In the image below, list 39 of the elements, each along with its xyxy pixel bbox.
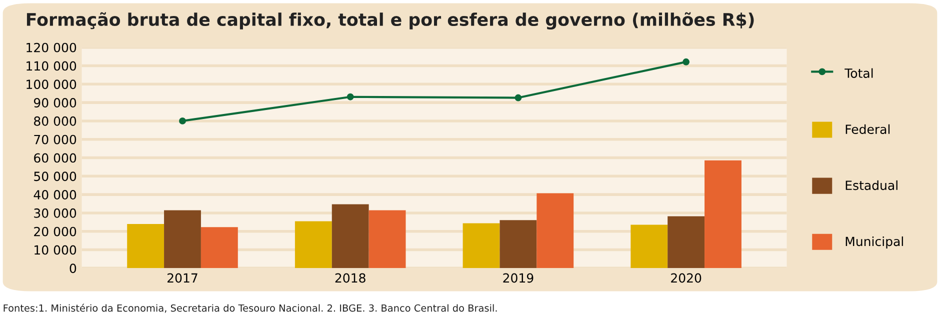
y-tick-label: 50 000 [34,172,76,182]
y-tick-label: 60 000 [34,153,76,163]
legend-label: Estadual [846,180,898,190]
bar [127,224,164,268]
x-tick-label: 2018 [335,273,366,283]
legend-label: Total [844,68,873,78]
y-tick-label: 30 000 [34,208,76,218]
x-tick-label: 2020 [671,273,702,283]
y-tick-label: 10 000 [34,245,76,255]
point [514,94,522,102]
bar [200,227,238,268]
bar [704,160,742,268]
point [179,117,186,124]
legend-label: Municipal [846,236,903,249]
bar [368,210,406,268]
y-tick-label: 70 000 [34,134,76,144]
bar [294,221,332,268]
point [346,93,354,100]
point [682,58,690,66]
x-tick-label: 2017 [168,273,198,283]
x-tick-label: 2019 [503,273,534,283]
text: Fontes:1. Ministério da Economia, Secretaria do Tesouro Nacional. 2. IBGE. 3. Banco Central do Brasil. [4,304,497,313]
y-tick-label: 20 000 [34,226,76,236]
bar [332,204,369,268]
legend-label: Federal [846,124,890,134]
y-tick-label: 110 000 [26,61,76,71]
y-tick-label: 80 000 [34,116,76,126]
y-tick-label: 100 000 [26,80,76,90]
bar [630,224,668,268]
y-tick-label: 40 000 [34,190,76,200]
chart-title: Formação bruta de capital fixo, total e por esfera de governo (milhões R$) [26,12,754,30]
y-tick-label: 90 000 [34,98,76,108]
bar [536,193,574,268]
y-tick-label: 0 [70,264,76,274]
y-tick-label: 120 000 [26,42,76,52]
bar [500,220,537,268]
bar [164,210,201,268]
bar [668,216,705,268]
bar [462,223,500,268]
